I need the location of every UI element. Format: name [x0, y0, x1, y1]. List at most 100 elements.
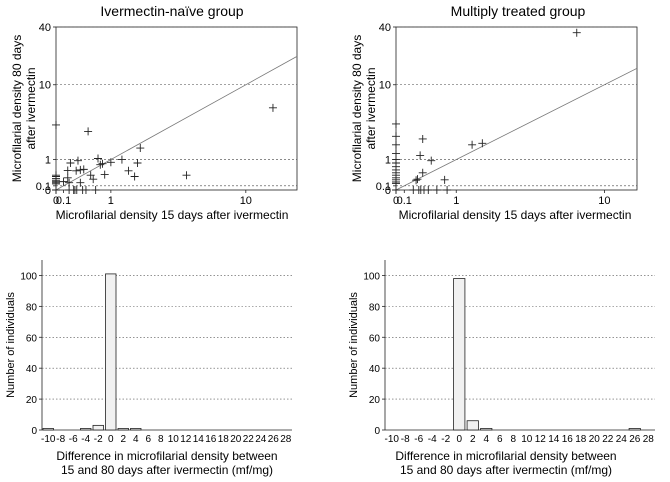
data-point — [478, 139, 487, 148]
x-tick-label: 22 — [243, 434, 255, 445]
y-tick-label: 1 — [45, 155, 51, 167]
y-tick-label: 60 — [26, 333, 38, 344]
data-point — [416, 151, 425, 160]
data-point — [100, 170, 109, 179]
x-tick-label: -2 — [94, 434, 103, 445]
x-tick-label: 2 — [470, 434, 476, 445]
y-tick-label: 40 — [369, 364, 381, 375]
x-axis-label: Microfilarial density 15 days after iver… — [56, 208, 289, 222]
x-axis-label-line-2: 15 and 80 days after ivermectin (mf/mg) — [61, 463, 273, 477]
y-axis-label: Microfilarial density 80 days after iverm… — [350, 35, 378, 182]
x-tick-label: 6 — [497, 434, 503, 445]
y-axis-label-line-1: Microfilarial density 80 days — [350, 35, 364, 182]
data-point — [81, 186, 90, 194]
data-point — [63, 166, 72, 175]
x-tick-label: 8 — [510, 434, 516, 445]
data-point — [96, 160, 105, 169]
data-point — [117, 155, 126, 164]
y-axis-label-text: Number of individuals — [348, 292, 360, 398]
histogram-panel-naive: Number of individuals Difference in micr… — [5, 260, 292, 477]
bar — [42, 428, 54, 431]
y-tick-label: 100 — [20, 271, 37, 282]
bar — [92, 424, 104, 431]
y-axis-label: Number of individuals — [5, 292, 17, 398]
x-tick-label: -4 — [428, 434, 437, 445]
data-point — [79, 165, 88, 174]
y-tick-label: 40 — [39, 22, 51, 34]
data-point — [392, 140, 400, 149]
data-point — [413, 175, 422, 184]
x-axis-label: Microfilarial density 15 days after iver… — [399, 208, 632, 222]
x-tick-label: 16 — [205, 434, 217, 445]
data-point — [65, 178, 74, 187]
panel-title: Ivermectin-naïve group — [100, 3, 243, 19]
y-tick-label: 0.1 — [36, 181, 51, 193]
x-tick-label: 8 — [158, 434, 164, 445]
data-point — [66, 158, 75, 167]
x-tick-label: 18 — [575, 434, 587, 445]
x-tick-label: 20 — [589, 434, 601, 445]
y-tick-label: 60 — [369, 333, 381, 344]
x-axis-label-line-1: Difference in microfilarial density betw… — [395, 449, 616, 463]
x-tick-label: 10 — [168, 434, 180, 445]
x-tick-label: -10 — [385, 434, 400, 445]
x-tick-label: 22 — [602, 434, 614, 445]
data-point — [130, 172, 139, 181]
x-tick-label: 1 — [108, 195, 114, 207]
data-point — [440, 175, 449, 184]
plot-frame — [395, 26, 638, 191]
x-axis-label-line-1: Difference in microfilarial density betw… — [56, 449, 277, 463]
x-tick-label: 18 — [218, 434, 230, 445]
data-point — [572, 28, 581, 37]
y-tick-label: 10 — [39, 80, 51, 92]
bar — [628, 428, 641, 431]
data-point — [392, 186, 400, 194]
x-axis-label-line-2: 15 and 80 days after ivermectin (mf/mg) — [400, 463, 612, 477]
y-tick-label: 0 — [374, 426, 380, 437]
panel-title: Multiply treated group — [451, 3, 586, 19]
x-tick-label: 0 — [53, 195, 59, 207]
data-point — [182, 171, 191, 180]
data-point — [136, 144, 145, 153]
x-tick-label: -4 — [81, 434, 90, 445]
y-tick-label: 20 — [26, 395, 38, 406]
reference-line — [395, 67, 638, 191]
y-tick-label: 10 — [379, 80, 391, 92]
y-tick-label: 0 — [45, 185, 51, 197]
data-point — [89, 175, 98, 184]
data-point — [124, 166, 133, 175]
x-tick-label: 14 — [193, 434, 205, 445]
x-tick-label: 0 — [456, 434, 462, 445]
x-tick-label: 10 — [521, 434, 533, 445]
data-point — [412, 176, 421, 185]
bar — [466, 420, 479, 431]
x-tick-label: 4 — [133, 434, 139, 445]
x-tick-label: 26 — [629, 434, 641, 445]
y-tick-label: 80 — [26, 302, 38, 313]
x-tick-label: 24 — [255, 434, 267, 445]
data-point — [72, 166, 81, 175]
x-tick-label: -8 — [56, 434, 65, 445]
data-point — [73, 156, 82, 165]
data-point — [424, 186, 433, 194]
data-point — [91, 186, 100, 194]
x-tick-label: 26 — [268, 434, 280, 445]
data-point — [98, 159, 107, 168]
data-point — [418, 168, 427, 177]
data-point — [59, 177, 68, 186]
y-tick-label: 100 — [363, 271, 380, 282]
x-tick-label: 0 — [108, 434, 114, 445]
x-tick-label: 14 — [548, 434, 560, 445]
data-point — [133, 158, 142, 167]
reference-line — [55, 56, 298, 191]
plot-frame — [55, 26, 298, 191]
x-tick-label: 24 — [616, 434, 628, 445]
y-tick-label: 40 — [379, 22, 391, 34]
x-tick-label: 28 — [643, 434, 655, 445]
x-tick-label: 20 — [230, 434, 242, 445]
x-tick-label: -10 — [41, 434, 56, 445]
y-tick-label: 80 — [369, 302, 381, 313]
x-tick-label: -6 — [414, 434, 423, 445]
y-tick-label: 40 — [26, 364, 38, 375]
